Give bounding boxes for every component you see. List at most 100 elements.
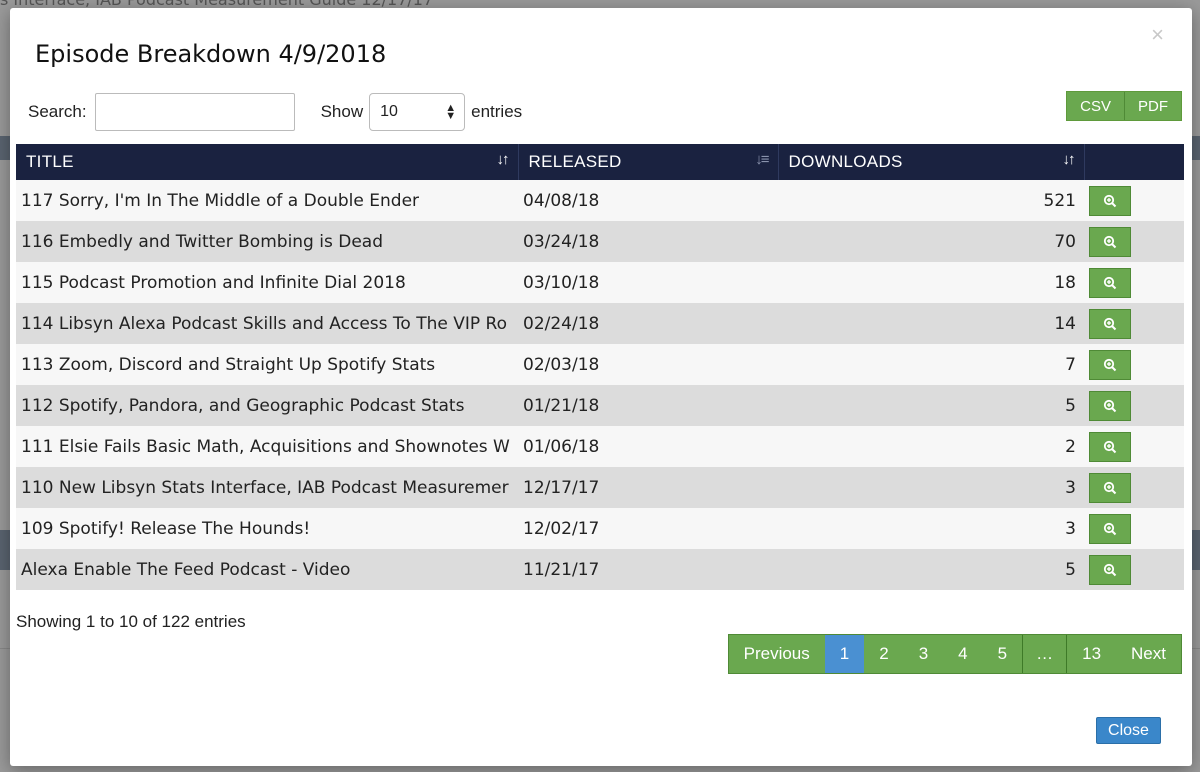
zoom-in-button[interactable] [1089, 267, 1131, 298]
zoom-in-button[interactable] [1089, 349, 1131, 380]
column-header-downloads-label: DOWNLOADS [788, 152, 903, 171]
pdf-button[interactable]: PDF [1124, 92, 1181, 120]
page-button-3[interactable]: 3 [903, 635, 944, 673]
zoom-in-button[interactable] [1089, 554, 1131, 585]
zoom-in-button[interactable] [1089, 472, 1131, 503]
page-button-2[interactable]: 2 [864, 635, 904, 673]
episode-downloads: 2 [778, 426, 1084, 467]
episode-actions [1084, 549, 1184, 590]
column-header-released[interactable]: RELEASED ↓≡ [518, 144, 779, 180]
episode-actions [1084, 303, 1184, 344]
episode-title: 111 Elsie Fails Basic Math, Acquisitions… [16, 426, 518, 467]
episode-released: 04/08/18 [518, 180, 778, 221]
episode-released: 02/24/18 [518, 303, 778, 344]
sort-icon: ↓↑ [1062, 151, 1076, 168]
episode-title: 114 Libsyn Alexa Podcast Skills and Acce… [16, 303, 518, 344]
episode-title: 110 New Libsyn Stats Interface, IAB Podc… [16, 467, 518, 508]
episode-downloads: 3 [778, 467, 1084, 508]
previous-button[interactable]: Previous [728, 635, 825, 673]
episode-downloads: 521 [778, 180, 1084, 221]
table-header-row: TITLE ↓↑ RELEASED ↓≡ DOWNLOADS ↓↑ [16, 144, 1184, 180]
page-size-select[interactable]: 10 ▲ ▼ [369, 93, 466, 131]
episode-actions [1084, 426, 1184, 467]
zoom-in-icon [1103, 399, 1117, 412]
episode-title: Alexa Enable The Feed Podcast - Video [16, 549, 518, 590]
episode-downloads: 70 [778, 221, 1084, 262]
pagination-ellipsis: … [1022, 635, 1068, 673]
page-button-5[interactable]: 5 [982, 635, 1023, 673]
zoom-in-button[interactable] [1089, 308, 1131, 339]
table-info: Showing 1 to 10 of 122 entries [16, 612, 246, 631]
episode-actions [1084, 221, 1184, 262]
zoom-in-icon [1103, 358, 1117, 371]
column-header-title[interactable]: TITLE ↓↑ [16, 144, 519, 180]
episode-actions [1084, 344, 1184, 385]
search-label: Search: [28, 102, 87, 121]
csv-button[interactable]: CSV [1067, 92, 1124, 120]
page-button-13[interactable]: 13 [1067, 635, 1117, 673]
table-controls: Search: Show 10 ▲ ▼ entries [28, 92, 522, 132]
zoom-in-icon [1103, 235, 1117, 248]
sort-descending-icon: ↓≡ [755, 151, 769, 168]
episode-released: 12/17/17 [518, 467, 778, 508]
episode-downloads: 5 [778, 385, 1084, 426]
page-button-1[interactable]: 1 [824, 635, 865, 673]
export-buttons: CSV PDF [1066, 91, 1182, 121]
episode-downloads: 14 [778, 303, 1084, 344]
episode-released: 12/02/17 [518, 508, 778, 549]
episode-title: 115 Podcast Promotion and Infinite Dial … [16, 262, 518, 303]
episode-released: 01/21/18 [518, 385, 778, 426]
next-button[interactable]: Next [1116, 635, 1181, 673]
search-input[interactable] [94, 93, 295, 131]
zoom-in-button[interactable] [1089, 431, 1131, 462]
zoom-in-icon [1103, 276, 1117, 289]
episode-title: 116 Embedly and Twitter Bombing is Dead [16, 221, 518, 262]
column-header-title-label: TITLE [26, 152, 74, 171]
column-header-released-label: RELEASED [528, 152, 622, 171]
close-icon[interactable]: × [1151, 22, 1164, 47]
episode-downloads: 3 [778, 508, 1084, 549]
zoom-in-icon [1103, 522, 1117, 535]
table-row: 113 Zoom, Discord and Straight Up Spotif… [16, 344, 1184, 385]
zoom-in-button[interactable] [1089, 226, 1131, 257]
zoom-in-icon [1103, 440, 1117, 453]
column-header-downloads[interactable]: DOWNLOADS ↓↑ [778, 144, 1085, 180]
episode-downloads: 5 [778, 549, 1084, 590]
close-button[interactable]: Close [1096, 717, 1161, 744]
episode-released: 01/06/18 [518, 426, 778, 467]
table-row: 117 Sorry, I'm In The Middle of a Double… [16, 180, 1184, 221]
episode-released: 02/03/18 [518, 344, 778, 385]
zoom-in-icon [1103, 317, 1117, 330]
zoom-in-button[interactable] [1089, 185, 1131, 216]
zoom-in-icon [1103, 481, 1117, 494]
episode-actions [1084, 385, 1184, 426]
episode-title: 113 Zoom, Discord and Straight Up Spotif… [16, 344, 518, 385]
episode-title: 112 Spotify, Pandora, and Geographic Pod… [16, 385, 518, 426]
episode-actions [1084, 508, 1184, 549]
episode-released: 03/24/18 [518, 221, 778, 262]
episodes-table: TITLE ↓↑ RELEASED ↓≡ DOWNLOADS ↓↑ 117 So… [16, 144, 1184, 590]
table-row: Alexa Enable The Feed Podcast - Video 11/… [16, 549, 1184, 590]
zoom-in-button[interactable] [1089, 390, 1131, 421]
table-row: 116 Embedly and Twitter Bombing is Dead 0… [16, 221, 1184, 262]
table-row: 110 New Libsyn Stats Interface, IAB Podc… [16, 467, 1184, 508]
zoom-in-button[interactable] [1089, 513, 1131, 544]
episode-downloads: 7 [778, 344, 1084, 385]
episode-title: 109 Spotify! Release The Hounds! [16, 508, 518, 549]
episode-actions [1084, 262, 1184, 303]
episode-actions [1084, 467, 1184, 508]
episode-downloads: 18 [778, 262, 1084, 303]
page-size-value: 10 [380, 103, 398, 120]
pagination: Previous 1 2 3 4 5 … 13 Next [727, 634, 1182, 674]
background-text: s Interface, IAB Podcast Measurement Gui… [0, 0, 433, 9]
entries-label: entries [471, 102, 523, 121]
page-button-4[interactable]: 4 [943, 635, 983, 673]
episode-released: 11/21/17 [518, 549, 778, 590]
episode-actions [1084, 180, 1184, 221]
sort-icon: ↓↑ [496, 151, 510, 168]
table-row: 114 Libsyn Alexa Podcast Skills and Acce… [16, 303, 1184, 344]
zoom-in-icon [1103, 563, 1117, 576]
table-row: 109 Spotify! Release The Hounds! 12/02/17… [16, 508, 1184, 549]
episode-breakdown-modal: × Episode Breakdown 4/9/2018 Search: Sho… [10, 8, 1192, 766]
table-row: 112 Spotify, Pandora, and Geographic Pod… [16, 385, 1184, 426]
